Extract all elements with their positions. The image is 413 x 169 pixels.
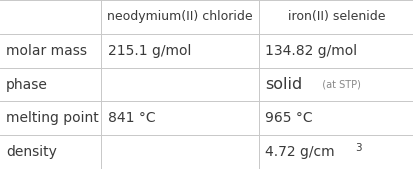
Text: melting point: melting point [6,111,99,125]
Text: molar mass: molar mass [6,44,87,58]
Text: 3: 3 [355,143,361,153]
Text: 134.82 g/mol: 134.82 g/mol [264,44,356,58]
Text: 965 °C: 965 °C [264,111,312,125]
Text: phase: phase [6,78,48,91]
Text: 4.72 g/cm: 4.72 g/cm [264,145,334,159]
Text: neodymium(II) chloride: neodymium(II) chloride [107,10,252,23]
Text: iron(II) selenide: iron(II) selenide [287,10,384,23]
Text: density: density [6,145,57,159]
Text: solid: solid [264,77,301,92]
Text: 215.1 g/mol: 215.1 g/mol [107,44,190,58]
Text: 841 °C: 841 °C [107,111,155,125]
Text: (at STP): (at STP) [316,79,360,90]
